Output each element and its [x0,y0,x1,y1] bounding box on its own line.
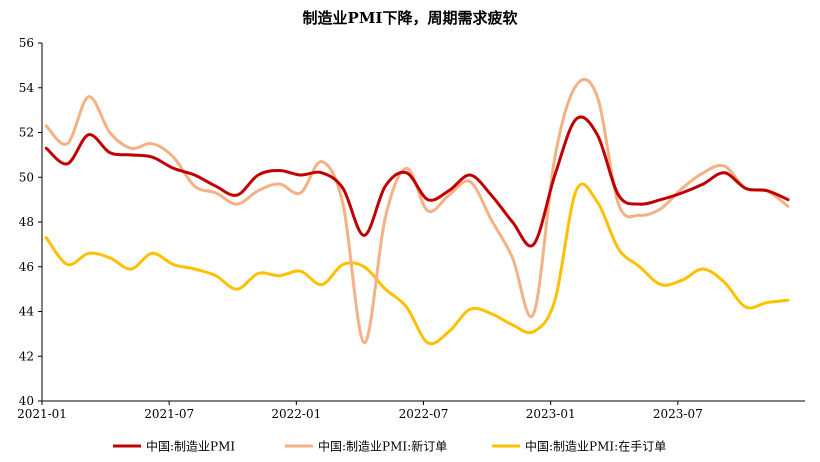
y-tick-label: 56 [19,36,34,50]
series-line-2 [44,77,790,345]
y-tick-label: 50 [19,170,34,184]
y-tick-label: 52 [19,126,34,140]
legend-label: 中国:制造业PMI:新订单 [318,439,447,454]
x-tick-label: 2022-01 [271,407,321,421]
y-tick-label: 48 [19,215,34,229]
x-tick-label: 2021-07 [144,407,194,421]
x-tick-label: 2022-07 [399,407,449,421]
x-tick-label: 2021-01 [17,407,67,421]
series-lines [44,77,790,346]
y-tick-label: 46 [19,260,34,274]
legend: 中国:制造业PMI 中国:制造业PMI:新订单 中国:制造业PMI:在手订单 [113,439,666,454]
legend-label: 中国:制造业PMI:在手订单 [525,439,666,454]
series-line-3 [44,182,790,346]
x-tick-label: 2023-07 [653,407,703,421]
chart-title: 制造业PMI下降，周期需求疲软 [303,9,518,27]
axes: 40 42 44 46 48 50 52 54 56 2021-01 2021-07 2022-01 2… [17,36,805,421]
y-tick-label: 42 [19,349,34,363]
series-line-1 [44,115,790,248]
y-tick-label: 40 [19,394,34,408]
y-tick-label: 54 [19,81,35,95]
y-tick-label: 44 [19,305,35,319]
legend-label: 中国:制造业PMI [146,439,235,454]
x-tick-label: 2023-01 [526,407,576,421]
